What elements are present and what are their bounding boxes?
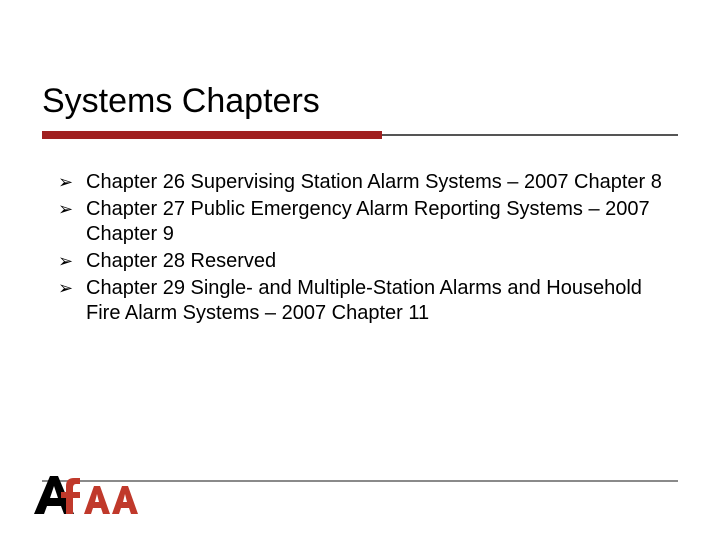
bullet-icon: ➢ — [58, 197, 86, 221]
bullet-list: ➢ Chapter 26 Supervising Station Alarm S… — [58, 170, 662, 326]
list-item: ➢ Chapter 29 Single- and Multiple-Statio… — [58, 276, 662, 326]
bullet-text: Chapter 27 Public Emergency Alarm Report… — [86, 197, 662, 247]
slide: Systems Chapters ➢ Chapter 26 Supervisin… — [0, 0, 720, 540]
list-item: ➢ Chapter 27 Public Emergency Alarm Repo… — [58, 197, 662, 247]
afaa-logo — [28, 472, 148, 520]
title-area: Systems Chapters — [42, 82, 678, 141]
title-rule-thick — [42, 131, 382, 139]
bullet-text: Chapter 26 Supervising Station Alarm Sys… — [86, 170, 662, 195]
list-item: ➢ Chapter 26 Supervising Station Alarm S… — [58, 170, 662, 195]
bullet-text: Chapter 29 Single- and Multiple-Station … — [86, 276, 662, 326]
bullet-icon: ➢ — [58, 276, 86, 300]
bullet-icon: ➢ — [58, 170, 86, 194]
slide-title: Systems Chapters — [42, 82, 678, 121]
title-rule — [42, 131, 678, 141]
body-area: ➢ Chapter 26 Supervising Station Alarm S… — [58, 170, 662, 328]
list-item: ➢ Chapter 28 Reserved — [58, 249, 662, 274]
bullet-text: Chapter 28 Reserved — [86, 249, 662, 274]
bullet-icon: ➢ — [58, 249, 86, 273]
